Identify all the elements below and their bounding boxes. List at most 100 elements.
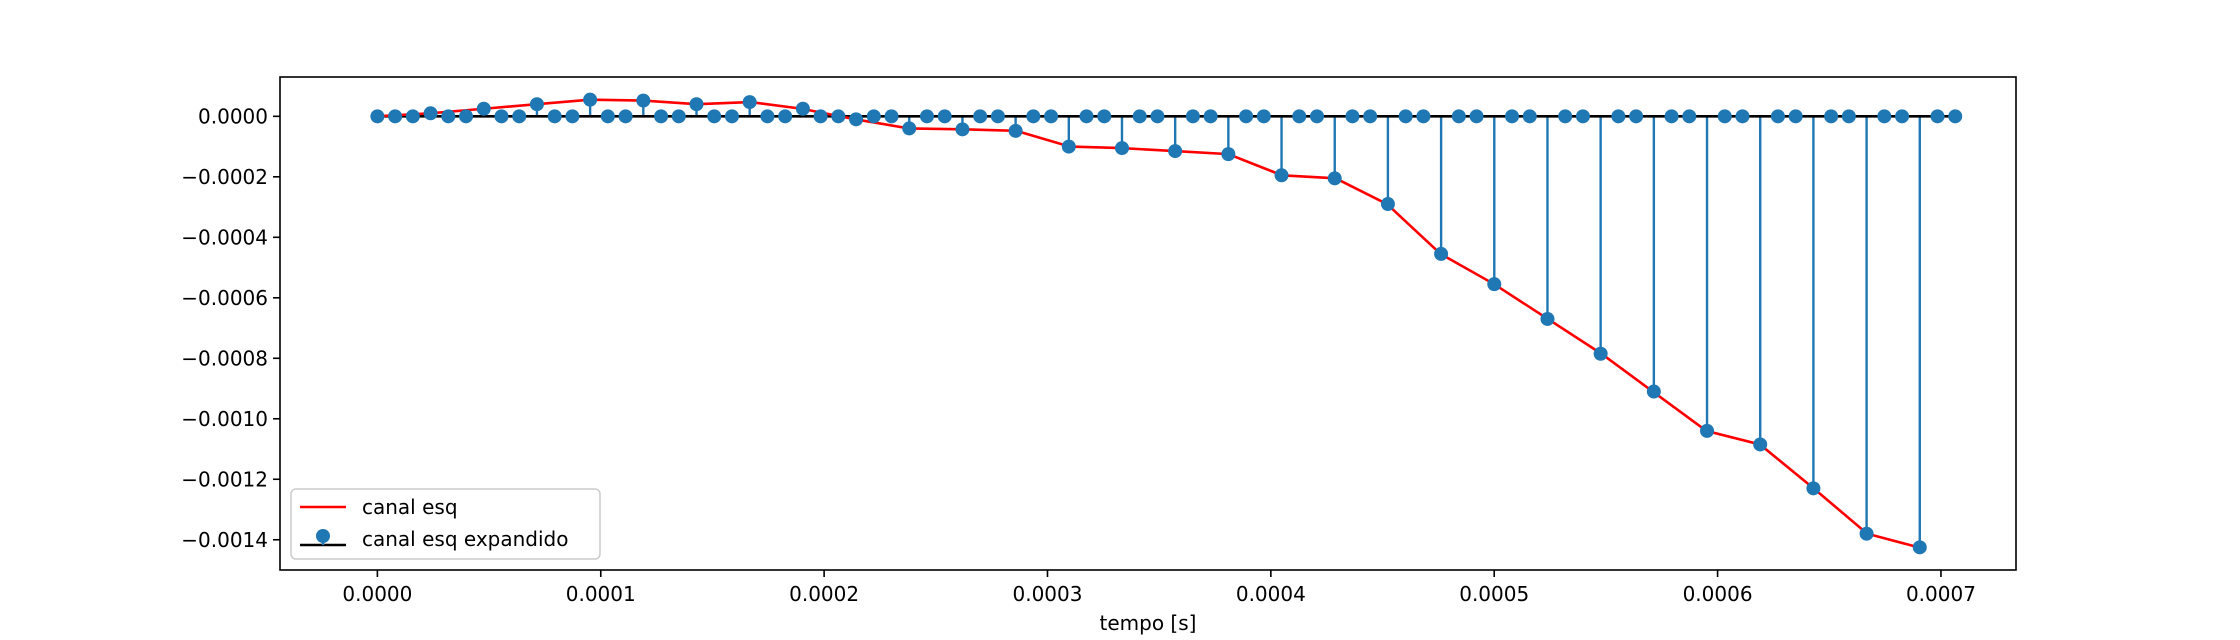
stem-marker [973,109,988,124]
legend-box [290,488,601,560]
stem-marker [1841,109,1856,124]
stem-marker [813,109,828,124]
stem-marker [1930,109,1945,124]
stem-marker [1416,109,1431,124]
stem-marker [405,109,420,124]
stem-marker [1310,109,1325,124]
stem-marker [919,109,934,124]
stem-marker [1948,109,1963,124]
stem-marker [1700,423,1715,438]
stem-marker [707,109,722,124]
stem-marker [423,106,438,121]
legend: canal esq canal esq expandido [290,488,601,560]
stem-marker [1327,171,1342,186]
stem-marker [1079,109,1094,124]
stem-marker [866,109,881,124]
stem-marker [671,109,686,124]
stem-marker [1221,147,1236,162]
stem-marker [1558,109,1573,124]
stem-marker [600,109,615,124]
stem-marker [1824,109,1839,124]
stem-marker [583,92,598,107]
stem-marker [902,121,917,136]
stem-marker [1487,277,1502,292]
stem-marker [1239,109,1254,124]
stem-marker [1753,437,1768,452]
stem-marker [441,109,456,124]
stem-marker [1398,109,1413,124]
x-tick-label: 0.0007 [1906,582,1976,606]
stem-marker [1044,109,1059,124]
stem-marker [1114,141,1129,156]
stem-marker [1345,109,1360,124]
x-tick-label: 0.0003 [1012,582,1082,606]
y-tick-label: −0.0006 [181,286,268,310]
stem-marker [1185,109,1200,124]
stem-marker [990,109,1005,124]
stem-marker [778,109,793,124]
stem-marker [512,109,527,124]
legend-label-canal-esq: canal esq [362,495,458,519]
y-tick-label: −0.0014 [181,528,268,552]
y-tick-label: −0.0002 [181,165,268,189]
stem-marker [1469,109,1484,124]
stem-marker [1256,109,1271,124]
stem-marker [1575,109,1590,124]
stem-marker [1611,109,1626,124]
stem-marker [1806,481,1821,496]
stem-marker [1203,109,1218,124]
legend-stem-marker-handle [316,529,330,543]
stem-marker [529,97,544,112]
stem-marker [1522,109,1537,124]
x-tick-label: 0.0005 [1459,582,1529,606]
stem-marker [1664,109,1679,124]
plot-frame [279,76,2017,571]
stem-marker [494,109,509,124]
legend-label-canal-esq-expandido: canal esq expandido [362,527,568,551]
stem-marker [1717,109,1732,124]
stem-marker [1912,540,1927,555]
stem-marker [1682,109,1697,124]
stem-marker [636,93,651,108]
y-axis: 0.0000 −0.0002 −0.0004 −0.0006 −0.0008 −0.001… [181,104,280,552]
y-tick-label: −0.0012 [181,467,268,491]
stem-marker [689,97,704,112]
y-tick-label: −0.0008 [181,346,268,370]
stem-marker [795,101,810,116]
stem-marker [1168,144,1183,159]
stem-marker [1788,109,1803,124]
stem-marker [831,109,846,124]
x-tick-label: 0.0001 [566,582,636,606]
stem-marker [1292,109,1307,124]
series-line-canal-esq [377,98,1919,549]
y-tick-label: 0.0000 [198,104,268,128]
stem-marker [388,109,403,124]
stem-marker [1540,311,1555,326]
stem-marker [955,122,970,137]
stem-marker [760,109,775,124]
stem-marker [1380,197,1395,212]
x-tick-label: 0.0000 [342,582,412,606]
stem-marker [370,109,385,124]
stem-marker [742,95,757,110]
stem-marker [937,109,952,124]
stem-marker [1859,526,1874,541]
stem-marker [1770,109,1785,124]
stem-marker [1735,109,1750,124]
stem-marker [1434,246,1449,261]
stem-marker [1061,139,1076,154]
stem-marker [1363,109,1378,124]
stem-marker [654,109,669,124]
stem-marker [476,101,491,116]
stem-marker [1150,109,1165,124]
stem-marker [459,109,474,124]
stem-marker [1593,346,1608,361]
stem-markers [370,92,1963,555]
stem-marker [884,109,899,124]
stem-marker [1097,109,1112,124]
stem-marker [547,109,562,124]
stem-marker [1505,109,1520,124]
stem-marker [1451,109,1466,124]
x-tick-label: 0.0004 [1236,582,1306,606]
